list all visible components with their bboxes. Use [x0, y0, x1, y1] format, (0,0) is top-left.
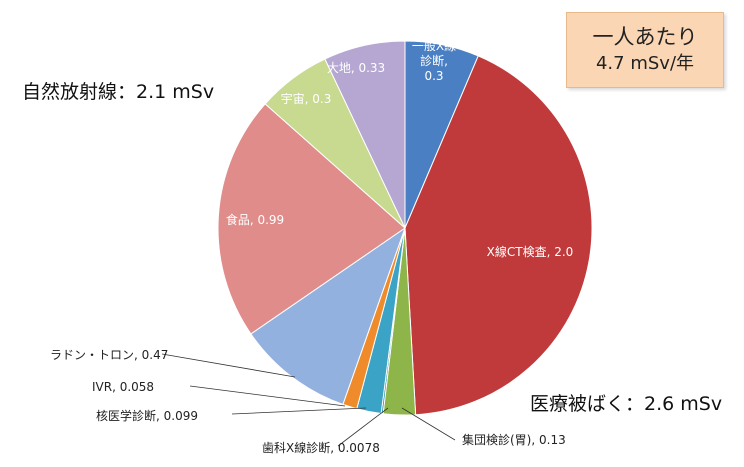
slice-label: 歯科X線診断, 0.0078	[262, 440, 380, 455]
leader-line	[189, 385, 346, 407]
medical-exposure-label: 医療被ばく：2.6 mSv	[530, 393, 723, 415]
per-person-title: 一人あたり	[592, 25, 698, 49]
per-person-dose: 4.7 mSv/年	[595, 53, 695, 74]
natural-radiation-label: 自然放射線：2.1 mSv	[22, 81, 215, 103]
slice-label: 宇宙, 0.3	[281, 91, 332, 106]
slice-label: X線CT検査, 2.0	[487, 244, 574, 259]
leader-line	[161, 353, 296, 378]
pie-slice	[217, 103, 406, 335]
leader-line	[231, 407, 367, 415]
slice-label: IVR, 0.058	[92, 380, 154, 394]
per-person-box: 一人あたり 4.7 mSv/年	[566, 12, 724, 88]
pie-slice	[404, 55, 593, 416]
slice-label: 集団検診(胃), 0.13	[462, 432, 566, 447]
pie-slice	[324, 40, 406, 229]
slice-label: 食品, 0.99	[226, 212, 284, 227]
slice-label: 核医学診断, 0.099	[96, 408, 198, 423]
slice-label: ラドン・トロン, 0.47	[50, 348, 168, 362]
leader-line	[401, 407, 456, 441]
leader-line	[337, 407, 389, 447]
slice-label: 大地, 0.33	[327, 61, 385, 75]
slice-label: 一般X線診断, 0.3	[412, 38, 456, 83]
